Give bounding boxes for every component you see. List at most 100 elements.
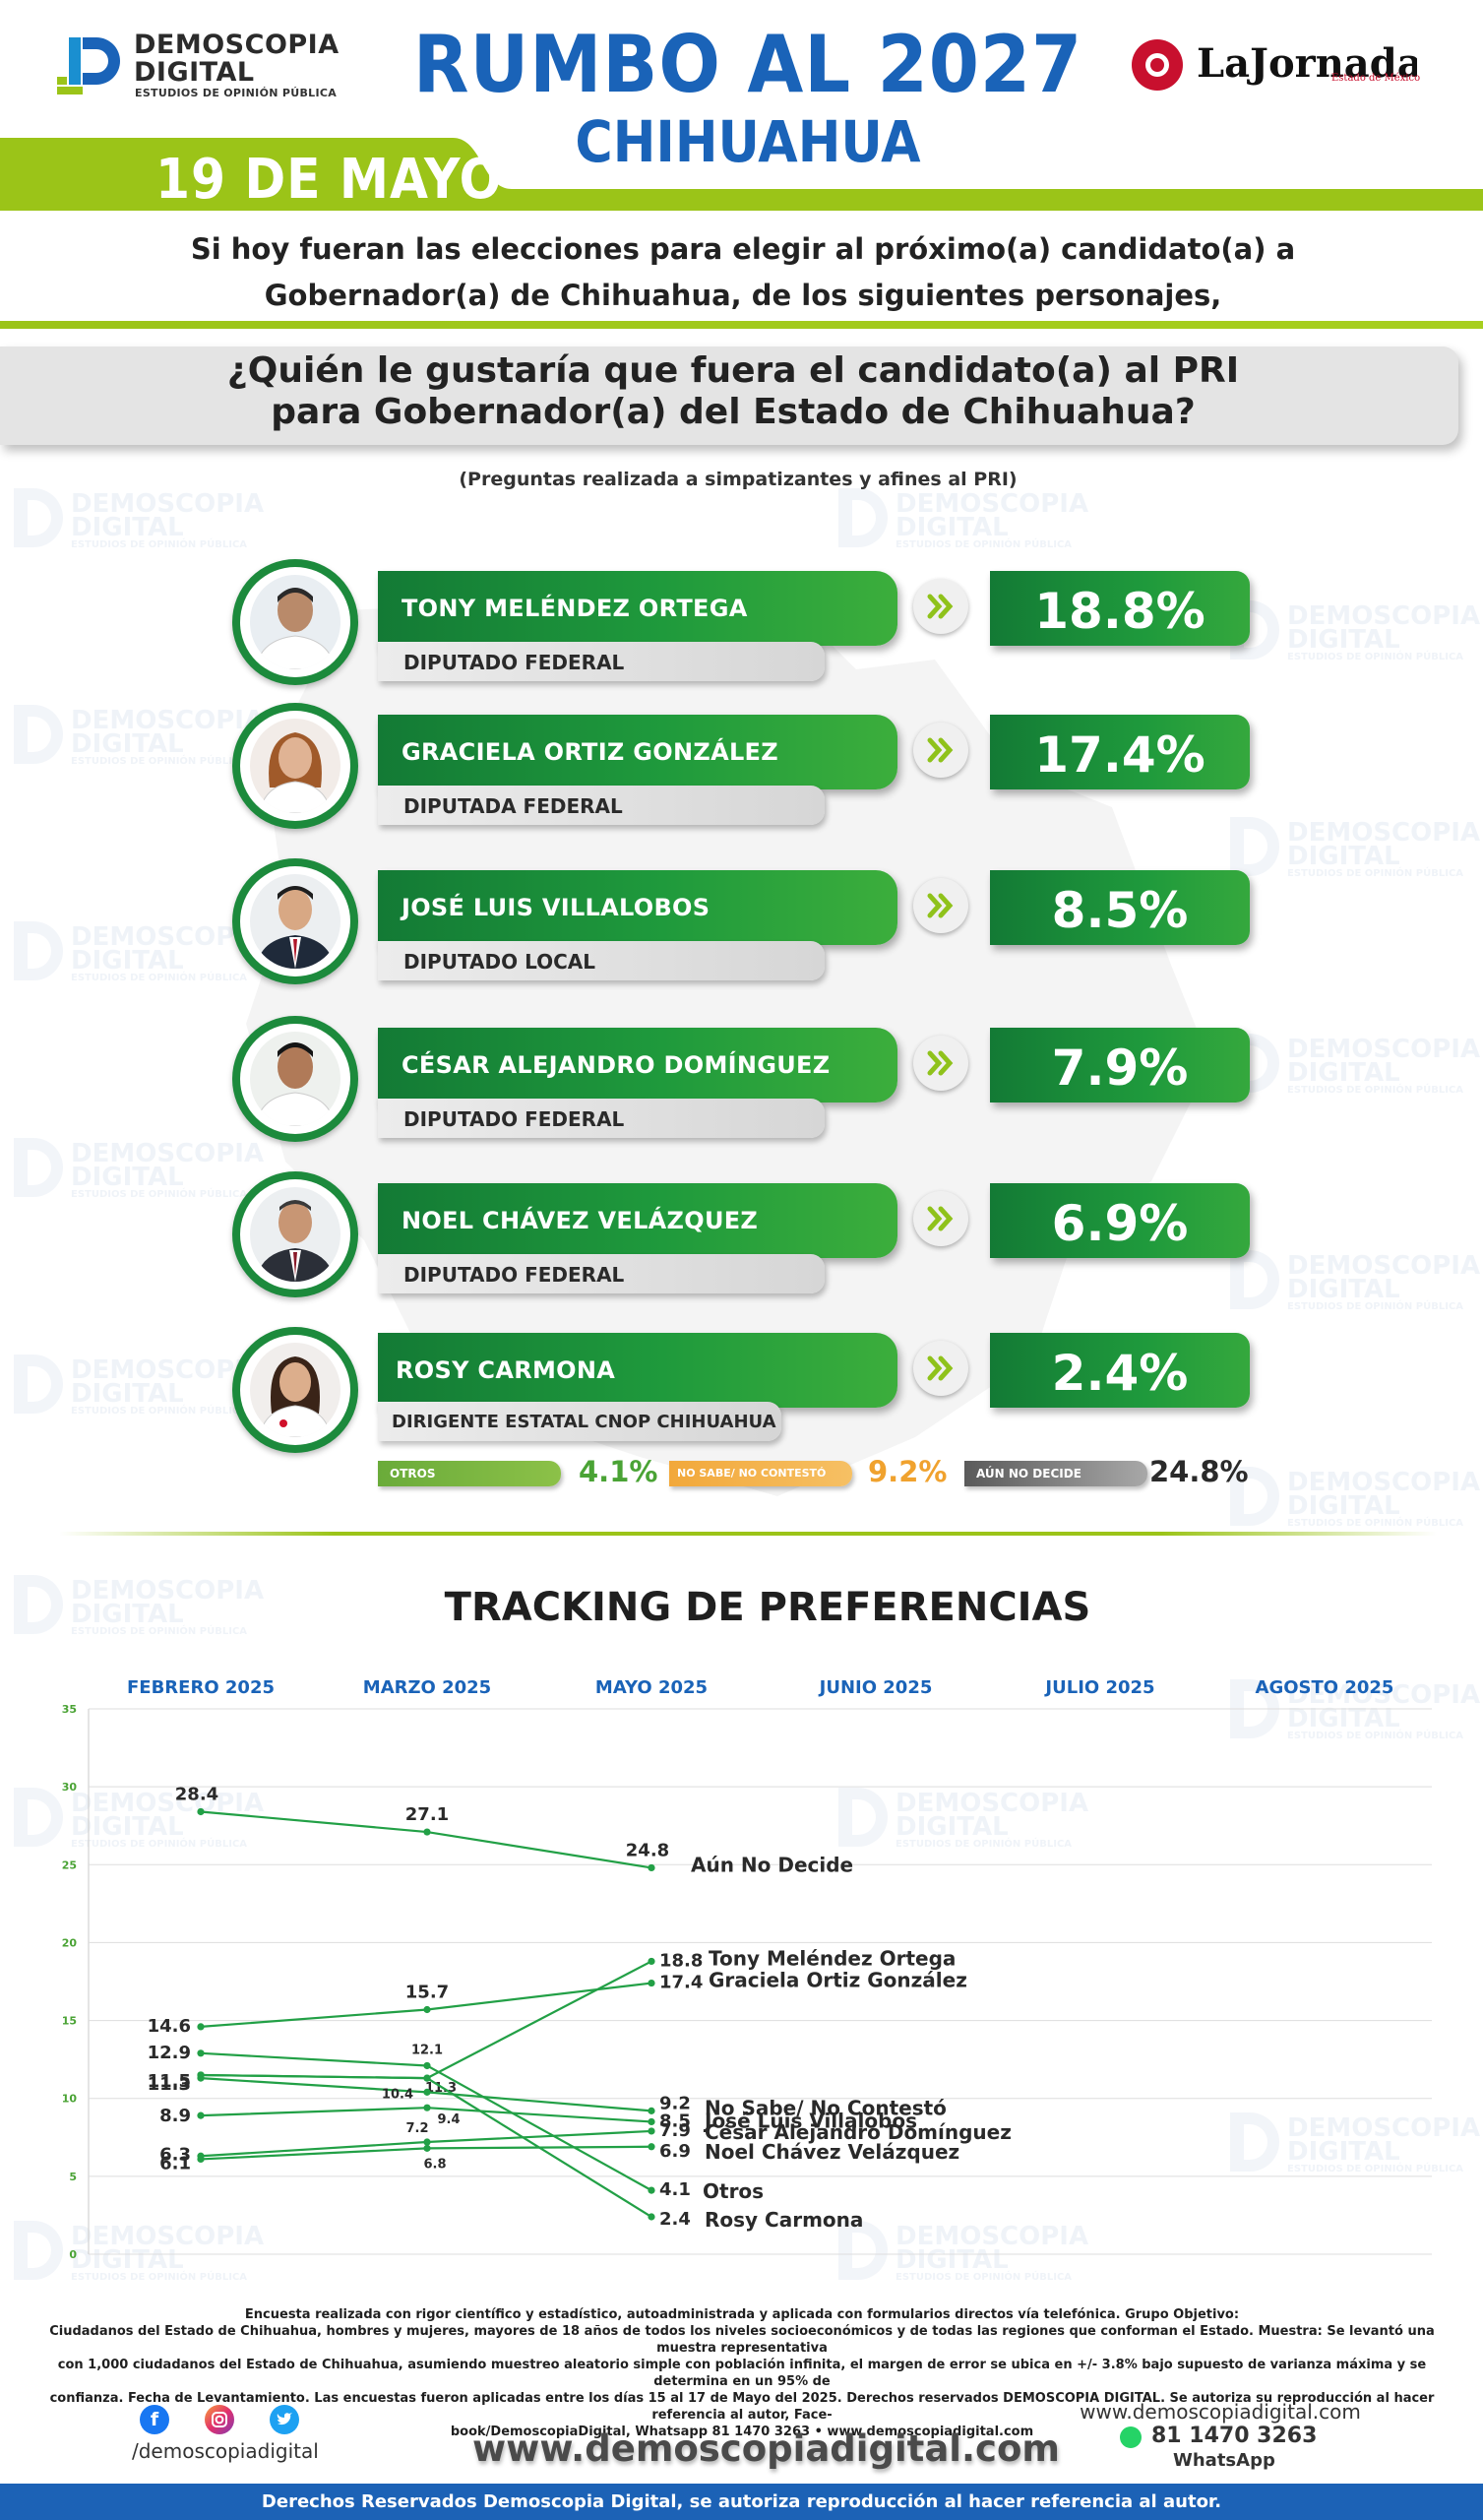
question-box (0, 346, 1458, 445)
data-point (197, 2023, 205, 2031)
data-point (423, 1828, 431, 1836)
x-category-label: FEBRERO 2025 (127, 1677, 275, 1698)
candidate-row: TONY MELÉNDEZ ORTEGA DIPUTADO FEDERAL 18… (0, 557, 1483, 695)
watermark: DEMOSCOPIA DIGITAL ESTUDIOS DE OPINIÓN PÚB… (896, 2222, 1089, 2283)
website-link-small[interactable]: www.demoscopiadigital.com (1080, 2400, 1361, 2424)
y-tick-label: 30 (62, 1781, 78, 1794)
data-label: 7.2 (405, 2121, 428, 2136)
facebook-icon[interactable]: f (140, 2405, 169, 2434)
instagram-icon[interactable] (205, 2405, 234, 2434)
candidate-photo-ring (232, 1016, 358, 1142)
watermark: DEMOSCOPIA DIGITAL ESTUDIOS DE OPINIÓN PÚB… (1287, 1035, 1481, 1096)
y-tick-label: 5 (69, 2171, 77, 2183)
candidate-percent: 18.8% (1034, 583, 1205, 640)
candidate-photo-avatar (250, 1032, 340, 1126)
candidate-name: CÉSAR ALEJANDRO DOMÍNGUEZ (402, 1051, 831, 1079)
watermark: DEMOSCOPIA DIGITAL ESTUDIOS DE OPINIÓN PÚB… (71, 706, 265, 767)
brand-name-line2: DIGITAL (134, 57, 255, 88)
la-jornada-wordmark: LaJornada (1197, 40, 1417, 87)
data-label: 9.2 (659, 2093, 691, 2113)
whatsapp-phone[interactable]: 81 1470 3263 (1151, 2424, 1318, 2448)
candidate-name-bar: GRACIELA ORTIZ GONZÁLEZ (378, 715, 897, 789)
series-name-label: Aún No Decide (691, 1853, 853, 1876)
data-label: 4.1 (659, 2179, 691, 2200)
others-label: OTROS (390, 1467, 436, 1480)
data-point (423, 2138, 431, 2146)
question-line-1: ¿Quién le gustaría que fuera el candidat… (226, 350, 1240, 391)
y-tick-label: 0 (69, 2248, 77, 2261)
candidate-percent-box: 8.5% (990, 870, 1250, 945)
data-point (648, 2107, 655, 2114)
series-name-label: Tony Meléndez Ortega (709, 1946, 956, 1970)
no-sabe-bar: NO SABE/ NO CONTESTÓ (669, 1461, 852, 1486)
y-tick-label: 25 (62, 1858, 77, 1871)
tracking-chart: 0 5 10 15 20 25 30 35 FEBRERO 2025 MARZO 2025 MAYO… (62, 1677, 1432, 2261)
question-line-2: para Gobernador(a) del Estado de Chihuah… (271, 392, 1196, 432)
demoscopia-logo-icon (57, 37, 120, 94)
candidate-role: DIPUTADO FEDERAL (403, 1263, 625, 1287)
data-label: 14.6 (148, 2016, 191, 2037)
y-tick-label: 35 (62, 1703, 77, 1716)
candidate-role: DIRIGENTE ESTATAL CNOP CHIHUAHUA (392, 1412, 776, 1432)
data-label: 11.3 (148, 2074, 191, 2095)
watermark-logo-icon (14, 488, 63, 547)
candidate-photo-ring (232, 1171, 358, 1297)
data-point (423, 2005, 431, 2014)
candidate-percent: 17.4% (1034, 726, 1205, 784)
candidate-name-bar: NOEL CHÁVEZ VELÁZQUEZ (378, 1183, 897, 1258)
watermark: DEMOSCOPIA DIGITAL ESTUDIOS DE OPINIÓN PÚB… (71, 489, 265, 550)
survey-date: 19 DE MAYO (155, 148, 503, 212)
data-point (423, 2104, 431, 2111)
x-category-label: AGOSTO 2025 (1256, 1677, 1394, 1698)
data-point (648, 1979, 655, 1987)
question-note: (Preguntas realizada a simpatizantes y a… (459, 469, 1018, 490)
page-subtitle: CHIHUAHUA (575, 108, 921, 175)
candidate-percent: 7.9% (1051, 1040, 1189, 1097)
y-tick-label: 20 (62, 1936, 78, 1949)
data-label: 12.1 (411, 2043, 443, 2057)
footer-bar (0, 2484, 1483, 2520)
watermark: DEMOSCOPIA DIGITAL ESTUDIOS DE OPINIÓN PÚB… (71, 1139, 265, 1200)
series-name-label: Otros (703, 2179, 764, 2203)
watermark: DEMOSCOPIA DIGITAL ESTUDIOS DE OPINIÓN PÚB… (71, 1789, 265, 1850)
watermark: DEMOSCOPIA DIGITAL ESTUDIOS DE OPINIÓN PÚB… (1287, 1680, 1481, 1741)
methodology-footnote: Encuesta realizada con rigor científico … (35, 2306, 1449, 2440)
footnote-line: Encuesta realizada con rigor científico … (244, 2307, 1240, 2322)
brand-tagline: ESTUDIOS DE OPINIÓN PÚBLICA (135, 87, 338, 99)
footnote-line: confianza. Fecha de Levantamiento. Las e… (49, 2391, 1435, 2423)
aun-no-decide-label: AÚN NO DECIDE (976, 1467, 1081, 1480)
no-sabe-label: NO SABE/ NO CONTESTÓ (677, 1467, 827, 1480)
data-label: 15.7 (405, 1982, 449, 2002)
data-label: 7.9 (659, 2120, 691, 2141)
data-point (197, 2049, 205, 2057)
data-point (648, 1957, 655, 1966)
watermark: DEMOSCOPIA DIGITAL ESTUDIOS DE OPINIÓN PÚB… (71, 2222, 265, 2283)
footnote-line: Ciudadanos del Estado de Chihuahua, homb… (49, 2324, 1435, 2356)
data-point (197, 2111, 205, 2119)
website-link[interactable]: www.demoscopiadigital.com (472, 2427, 1060, 2470)
chevron-right-icon (913, 1191, 968, 1246)
candidate-role-bar: DIPUTADO LOCAL (378, 941, 825, 980)
watermark-logo-icon (838, 488, 888, 547)
chevron-right-icon (913, 723, 968, 778)
whatsapp-label: WhatsApp (1173, 2450, 1275, 2471)
divider (59, 1532, 1437, 1536)
candidate-percent-box: 2.4% (990, 1333, 1250, 1408)
social-handle[interactable]: /demoscopiadigital (132, 2439, 319, 2463)
candidate-name-bar: CÉSAR ALEJANDRO DOMÍNGUEZ (378, 1028, 897, 1102)
candidate-role-bar: DIPUTADA FEDERAL (378, 786, 825, 825)
candidate-role-bar: DIRIGENTE ESTATAL CNOP CHIHUAHUA (378, 1402, 781, 1441)
candidate-row: CÉSAR ALEJANDRO DOMÍNGUEZ DIPUTADO FEDER… (0, 1014, 1483, 1152)
candidate-percent: 6.9% (1051, 1195, 1189, 1252)
chevron-right-icon (913, 1341, 968, 1396)
twitter-icon[interactable] (270, 2405, 299, 2434)
footnote-line: book/DemoscopiaDigital, Whatsapp 81 1470… (450, 2425, 1034, 2439)
data-label: 6.9 (659, 2141, 691, 2162)
chevron-right-icon (913, 1036, 968, 1091)
rights-notice: Derechos Reservados Demoscopia Digital, … (261, 2491, 1222, 2512)
la-jornada-logo: LaJornada (1132, 39, 1417, 91)
watermark: DEMOSCOPIA DIGITAL ESTUDIOS DE OPINIÓN PÚB… (1287, 818, 1481, 879)
brand-name-line1: DEMOSCOPIA (134, 30, 340, 60)
date-banner (0, 138, 1483, 211)
data-point (197, 2155, 205, 2164)
